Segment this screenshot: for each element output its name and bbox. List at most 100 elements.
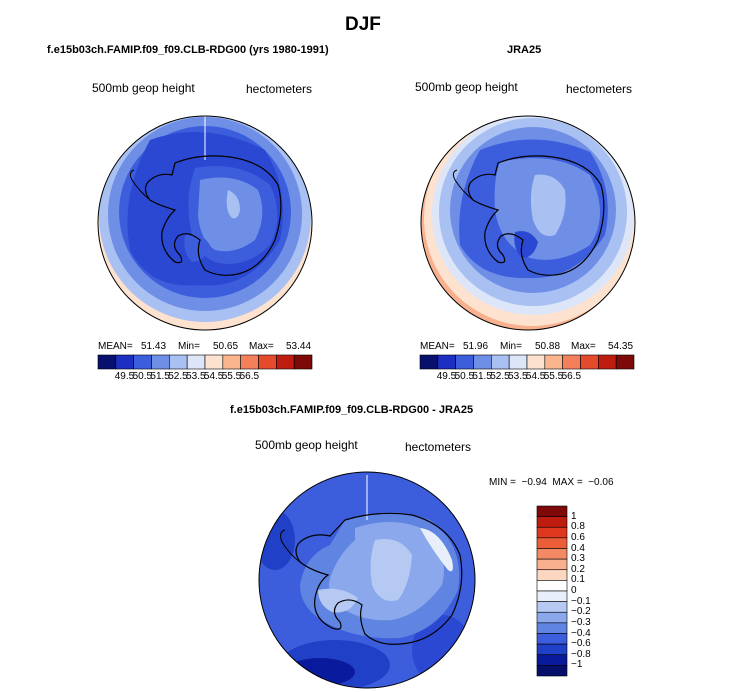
panel1-max-value: 53.44 <box>286 341 312 352</box>
panel2-mean-label: MEAN= <box>420 341 455 352</box>
panel3-colorbar-tick-label: 1 <box>571 510 577 522</box>
panel3-antarctica-coastline <box>295 512 463 645</box>
panel3-colorbar-swatch <box>536 548 568 560</box>
panel1-colorbar-tick-label: 54.5 <box>203 371 224 382</box>
panel1-colorbar-swatch <box>293 354 313 370</box>
panel1-map <box>98 116 312 330</box>
panel1-subtitle: f.e15b03ch.FAMIP.f09_f09.CLB-RDG00 (yrs … <box>47 44 329 56</box>
panel3-map-border <box>258 471 476 689</box>
panel1-colorbar-swatch <box>169 354 188 370</box>
panel1-right-label: hectometers <box>246 82 313 96</box>
panel2-map-border <box>420 115 636 331</box>
panel2-colorbar-swatch <box>580 354 599 370</box>
panel2-colorbar-swatch <box>615 354 635 370</box>
panel2-colorbar-swatch <box>455 354 474 370</box>
panel3-colorbar-swatch <box>536 526 568 539</box>
panel1-colorbar-swatch <box>258 354 277 370</box>
panel3-colorbar-swatch <box>536 569 568 581</box>
panel2-max-label: Max= <box>571 341 596 352</box>
panel3-colorbar-tick-label: −0.3 <box>571 616 591 628</box>
panel3-colorbar-tick-label: 0.6 <box>571 531 585 543</box>
panel2-colorbar-swatch <box>526 354 546 370</box>
panel3-colorbar-swatch <box>536 633 568 645</box>
panel2-colorbar-tick-label: 54.5 <box>525 371 546 382</box>
panel2-peninsula <box>452 169 474 201</box>
panel2-colorbar-tick-label: 50.5 <box>454 371 475 382</box>
panel3-subtitle: f.e15b03ch.FAMIP.f09_f09.CLB-RDG00 - JRA… <box>230 404 474 416</box>
panel3-colorbar-swatch <box>536 622 568 634</box>
panel1-mean-value: 51.43 <box>141 341 167 352</box>
panel2-colorbar-tick-label: 55.5 <box>543 371 564 382</box>
panel2-colorbar-swatch <box>491 354 510 370</box>
panel2-colorbar-tick-label: 49.5 <box>436 371 457 382</box>
panel1-colorbar-tick-label: 51.5 <box>150 371 170 382</box>
panel2-map <box>421 116 635 330</box>
panel2-mean-value: 51.96 <box>463 341 489 352</box>
panel3-colorbar-tick-label: 0.2 <box>571 563 585 575</box>
panel3-colorbar-tick-label: 0.8 <box>571 521 585 533</box>
panel3-right-label: hectometers <box>405 440 472 454</box>
panel2-colorbar-swatch <box>544 354 563 370</box>
panel1-colorbar-swatch <box>115 354 134 370</box>
panel1-left-label: 500mb geop height <box>92 81 195 95</box>
panel1-colorbar-swatch <box>133 354 152 370</box>
panel1-map-border <box>97 115 313 331</box>
panel1-colorbar-swatch <box>276 354 295 370</box>
panel3-colorbar-tick-label: 0.3 <box>571 553 585 565</box>
panel1-min-value: 50.65 <box>213 341 239 352</box>
panel3-colorbar-tick-label: −1 <box>571 659 583 671</box>
panel3-colorbar-swatch <box>536 611 568 624</box>
panel3-colorbar <box>536 505 568 677</box>
panel3-colorbar-swatch <box>536 580 568 592</box>
panel2-colorbar <box>419 354 635 370</box>
panel3-colorbar-swatch <box>536 558 568 571</box>
panel2-colorbar-tick-label: 51.5 <box>472 371 492 382</box>
panel2-max-value: 54.35 <box>608 341 634 352</box>
panel2-colorbar-swatch <box>508 354 528 370</box>
panel1-colorbar-tick-label: 49.5 <box>114 371 135 382</box>
panel1-colorbar-swatch <box>204 354 224 370</box>
panel1-peninsula <box>129 169 151 201</box>
panel1-colorbar <box>97 354 313 370</box>
panel3-colorbar-swatch <box>536 654 568 666</box>
panel1-colorbar-swatch <box>222 354 241 370</box>
panel3-colorbar-tick-label: 0.1 <box>571 574 585 586</box>
panel1-max-label: Max= <box>249 341 274 352</box>
panel1-colorbar-tick-label: 50.5 <box>132 371 153 382</box>
panel1-colorbar-tick-label: 53.5 <box>186 371 206 382</box>
panel1-antarctica-coastline <box>144 155 282 276</box>
panel1-colorbar-swatch <box>97 354 117 370</box>
panel1-colorbar-swatch <box>240 354 259 370</box>
panel2-colorbar-swatch <box>473 354 492 370</box>
panel3-colorbar-tick-label: −0.8 <box>571 648 591 660</box>
panel2-antarctica-coastline <box>467 155 605 276</box>
panel3-colorbar-swatch <box>536 643 568 656</box>
panel2-right-label: hectometers <box>566 82 633 96</box>
panel3-colorbar-tick-label: −0.2 <box>571 606 591 618</box>
panel3-colorbar-tick-label: 0 <box>571 585 577 596</box>
panel2-min-value: 50.88 <box>535 341 561 352</box>
panel1-mean-label: MEAN= <box>98 341 133 352</box>
main-title: DJF <box>345 14 381 35</box>
panel2-colorbar-swatch <box>562 354 581 370</box>
panel3-peninsula <box>280 529 301 563</box>
panel3-colorbar-swatch <box>536 516 568 528</box>
panel2-colorbar-swatch <box>598 354 617 370</box>
panel1-colorbar-swatch <box>151 354 170 370</box>
panel2-subtitle: JRA25 <box>507 44 542 56</box>
panel3-colorbar-tick-label: −0.1 <box>571 595 591 607</box>
panel2-colorbar-tick-label: 53.5 <box>508 371 528 382</box>
panel3-colorbar-tick-label: 0.4 <box>571 542 585 554</box>
panel2-colorbar-tick-label: 52.5 <box>490 371 510 382</box>
panel3-left-label: 500mb geop height <box>255 438 358 452</box>
panel3-colorbar-tick-label: −0.6 <box>571 638 591 650</box>
panel1-colorbar-tick-label: 52.5 <box>168 371 188 382</box>
panel3-colorbar-swatch <box>536 505 568 517</box>
panel1-min-label: Min= <box>178 341 200 352</box>
panel2-colorbar-swatch <box>419 354 439 370</box>
panel3-colorbar-swatch <box>536 537 568 549</box>
panel2-left-label: 500mb geop height <box>415 80 518 94</box>
panel3-min-max: MIN = −0.94 MAX = −0.06 <box>489 477 614 488</box>
panel1-colorbar-tick-label: 56.5 <box>239 371 260 382</box>
